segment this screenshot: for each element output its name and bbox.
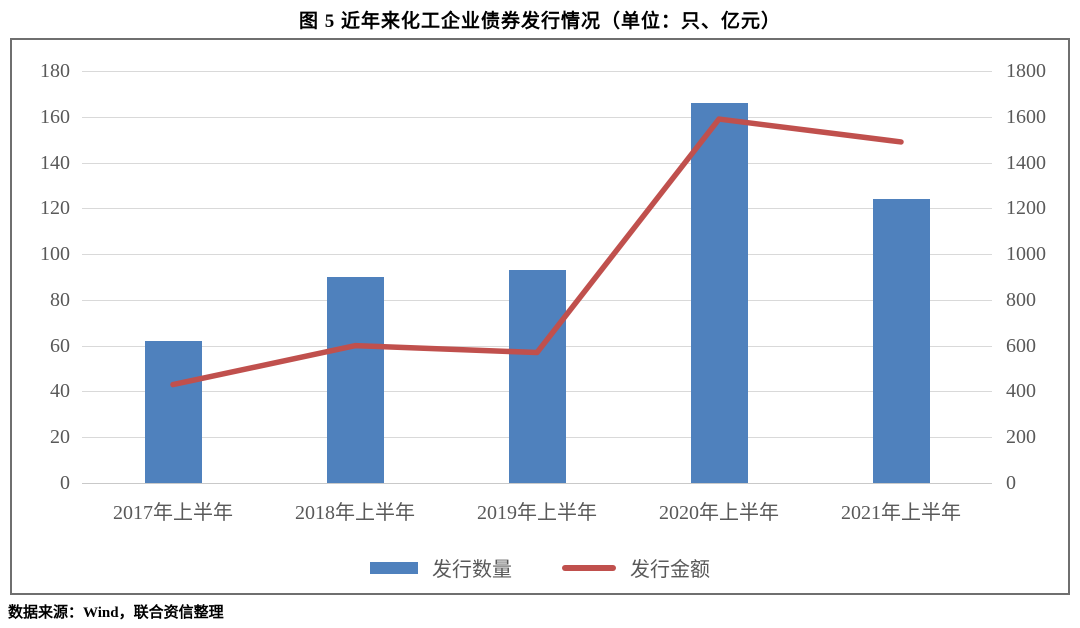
gridline: [82, 254, 992, 256]
bar-2021年上半年: [872, 199, 930, 483]
gridline: [82, 483, 992, 484]
bar-2020年上半年: [690, 103, 748, 483]
gridline: [82, 71, 992, 72]
left-axis-tick-label: 160: [40, 105, 70, 128]
gridline: [82, 116, 992, 118]
right-axis-tick-label: 1000: [1006, 243, 1046, 266]
right-axis-tick-label: 200: [1006, 426, 1036, 449]
legend-line-swatch: [562, 564, 616, 571]
right-axis-tick-label: 1200: [1006, 197, 1046, 220]
left-axis-tick-label: 80: [50, 288, 70, 311]
bar-2019年上半年: [508, 270, 566, 483]
left-axis-tick-label: 100: [40, 243, 70, 266]
chart-area: 0 20 40 60 80 100 120 140 160 180 0 200 400 600 800 10…: [10, 38, 1070, 595]
right-axis-tick-label: 400: [1006, 380, 1036, 403]
bar-2018年上半年: [326, 277, 384, 483]
x-axis-label: 2021年上半年: [841, 502, 961, 524]
right-axis-tick-label: 1800: [1006, 60, 1046, 82]
left-axis-tick-label: 120: [40, 197, 70, 220]
chart-title: 图 5 近年来化工企业债券发行情况（单位：只、亿元）: [298, 11, 781, 32]
right-axis-tick-label: 600: [1006, 334, 1036, 357]
legend-bar-swatch: [370, 561, 418, 574]
bar-2017年上半年: [144, 341, 202, 483]
gridline: [82, 162, 992, 164]
left-axis-tick-label: 140: [40, 151, 70, 174]
right-axis-tick-label: 0: [1006, 472, 1016, 494]
left-axis-tick-label: 0: [60, 472, 70, 494]
legend: 发行数量 发行金额: [12, 553, 1068, 582]
x-axis-label: 2017年上半年: [113, 502, 233, 524]
source-note: 数据来源：Wind，联合资信整理: [8, 605, 224, 621]
left-axis-tick-label: 60: [50, 334, 70, 357]
legend-label-bar-series: 发行数量: [432, 559, 512, 581]
right-axis-tick-label: 1400: [1006, 151, 1046, 174]
x-axis-label: 2018年上半年: [295, 502, 415, 524]
right-axis-tick-label: 800: [1006, 288, 1036, 311]
right-axis-tick-label: 1600: [1006, 105, 1046, 128]
gridline: [82, 208, 992, 210]
legend-label-line-series: 发行金额: [630, 559, 710, 581]
left-axis-tick-label: 180: [40, 60, 70, 82]
x-axis-label: 2019年上半年: [477, 502, 597, 524]
left-axis-tick-label: 20: [50, 426, 70, 449]
x-axis-label: 2020年上半年: [659, 502, 779, 524]
left-axis-tick-label: 40: [50, 380, 70, 403]
